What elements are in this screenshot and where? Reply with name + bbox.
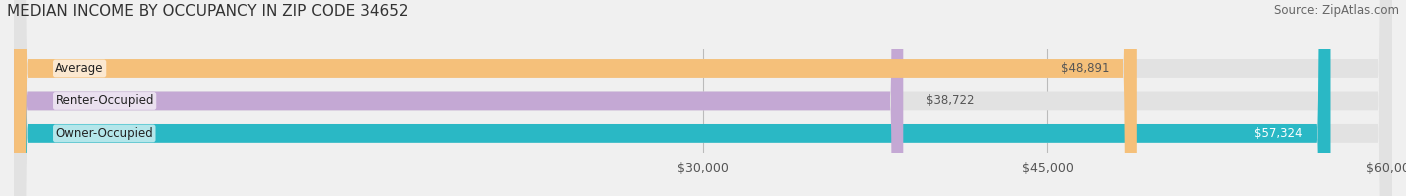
FancyBboxPatch shape [14, 0, 903, 196]
Text: Renter-Occupied: Renter-Occupied [55, 94, 153, 107]
Text: Average: Average [55, 62, 104, 75]
Text: $57,324: $57,324 [1254, 127, 1303, 140]
Text: Owner-Occupied: Owner-Occupied [55, 127, 153, 140]
FancyBboxPatch shape [14, 0, 1392, 196]
Text: Source: ZipAtlas.com: Source: ZipAtlas.com [1274, 4, 1399, 17]
FancyBboxPatch shape [14, 0, 1392, 196]
FancyBboxPatch shape [14, 0, 1137, 196]
FancyBboxPatch shape [14, 0, 1392, 196]
FancyBboxPatch shape [14, 0, 1330, 196]
Text: $38,722: $38,722 [927, 94, 974, 107]
Text: $48,891: $48,891 [1060, 62, 1109, 75]
Text: MEDIAN INCOME BY OCCUPANCY IN ZIP CODE 34652: MEDIAN INCOME BY OCCUPANCY IN ZIP CODE 3… [7, 4, 409, 19]
